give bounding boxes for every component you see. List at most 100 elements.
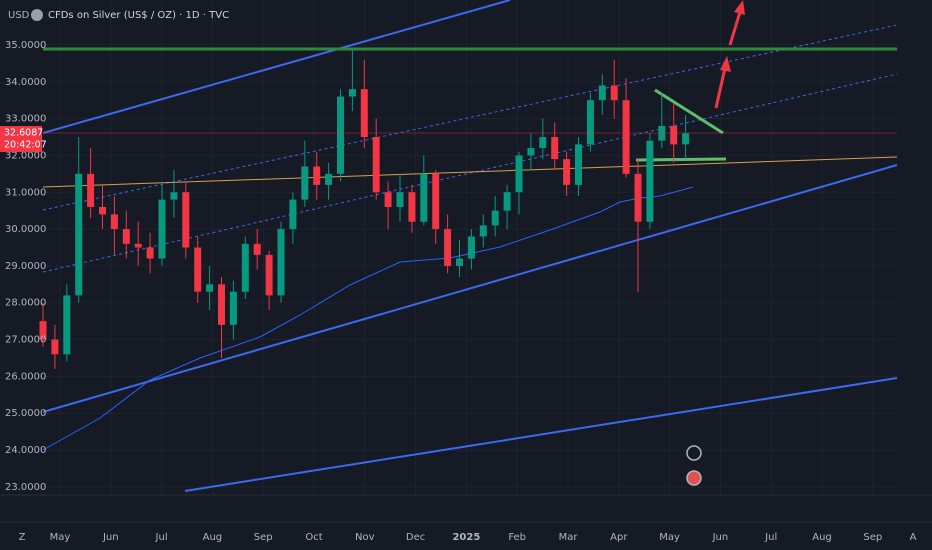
candle-body <box>229 291 237 325</box>
candle-body <box>122 229 130 244</box>
candle-body <box>325 173 333 185</box>
x-tick-label: Aug <box>812 532 832 543</box>
x-tick-label: Oct <box>305 532 322 543</box>
countdown: 20:42:07 <box>4 140 47 151</box>
arrow-head <box>734 0 745 15</box>
candle-body <box>206 284 214 292</box>
x-tick-label: Nov <box>355 532 375 543</box>
last-price-label: 32.6087 <box>4 128 43 139</box>
candle-body <box>218 284 225 325</box>
candle-body <box>586 100 594 145</box>
y-tick-label: 33.0000 <box>5 114 46 125</box>
channel-lower <box>42 164 898 413</box>
y-tick-label: 24.0000 <box>5 445 46 456</box>
candle-body <box>408 192 416 222</box>
candle-body <box>63 295 71 355</box>
candle-body <box>479 225 487 237</box>
event-icon[interactable] <box>686 445 702 461</box>
candle-body <box>348 89 356 97</box>
control[interactable]: A <box>910 532 917 543</box>
candle-body <box>158 199 166 259</box>
grid <box>43 0 897 495</box>
candle-body <box>467 236 475 259</box>
candle-body <box>658 125 666 141</box>
moving-average <box>42 186 694 451</box>
channel-upper <box>42 0 511 134</box>
candle-body <box>670 125 678 145</box>
candle-body <box>75 173 83 296</box>
candles <box>39 48 690 370</box>
x-tick-label: May <box>50 532 71 543</box>
candle-body <box>39 321 47 340</box>
candle-body <box>194 247 202 292</box>
last-price-box <box>0 126 42 153</box>
y-tick-label: 30.0000 <box>5 224 46 235</box>
candle-body <box>241 243 249 292</box>
x-tick-label: Jun <box>102 532 119 543</box>
x-tick-label: Sep <box>254 532 273 543</box>
candle-body <box>265 254 273 296</box>
candle-body <box>99 206 106 215</box>
triangle-top <box>654 88 724 135</box>
candle-body <box>51 339 59 355</box>
candle-body <box>301 166 309 200</box>
candle-body <box>337 96 344 174</box>
candle-body <box>277 229 285 296</box>
candle-body <box>87 173 95 207</box>
x-tick-label: Jul <box>764 532 777 543</box>
flag-icon[interactable] <box>686 470 702 486</box>
candle-body <box>289 199 297 230</box>
y-tick-label: 32.0000 <box>5 150 46 161</box>
candle-body <box>170 192 178 200</box>
chart-title[interactable]: CFDs on Silver (US$ / OZ) · 1D · TVC <box>48 10 229 21</box>
candle-body <box>396 192 404 207</box>
y-tick-label: 35.0000 <box>5 40 46 51</box>
arrow-head <box>720 56 731 72</box>
candle-body <box>503 192 511 211</box>
candle-body <box>420 173 428 222</box>
arrow <box>728 11 742 46</box>
candle-body <box>444 229 452 266</box>
x-tick-label: Jun <box>712 532 729 543</box>
currency: USD <box>8 10 30 21</box>
y-tick-label: 25.0000 <box>5 408 46 419</box>
candle-body <box>253 243 261 255</box>
candle-body <box>146 247 154 259</box>
dashed-trend <box>42 24 898 211</box>
x-tick-label: Jul <box>155 532 168 543</box>
candle-body <box>527 148 535 156</box>
arrow <box>714 67 727 109</box>
candle-body <box>563 159 571 185</box>
candle-body <box>575 144 582 185</box>
candle-body <box>372 137 380 193</box>
y-tick-label: 34.0000 <box>5 77 46 88</box>
control[interactable]: Z <box>19 532 26 543</box>
y-tick-label: 29.0000 <box>5 261 46 272</box>
y-tick-label: 26.0000 <box>5 371 46 382</box>
x-tick-label: Mar <box>559 532 579 543</box>
x-tick-label: Sep <box>863 532 882 543</box>
candle-body <box>384 192 392 207</box>
candle-body <box>598 85 606 101</box>
x-tick-label: May <box>659 532 680 543</box>
candle-body <box>634 173 642 222</box>
y-tick-label: 23.0000 <box>5 482 46 493</box>
candle-body <box>539 137 547 149</box>
candle-body <box>515 155 523 193</box>
candle-body <box>622 100 630 174</box>
candle-body <box>182 192 190 248</box>
candle-body <box>110 214 118 230</box>
x-tick-label: Feb <box>508 532 526 543</box>
x-tick-label: 2025 <box>452 532 480 543</box>
channel-bottom <box>184 377 898 492</box>
y-tick-label: 28.0000 <box>5 298 46 309</box>
candle-body <box>313 166 321 185</box>
candle-body <box>432 173 440 230</box>
candle-body <box>134 243 142 248</box>
y-tick-label: 31.0000 <box>5 187 46 198</box>
candle-body <box>491 210 499 226</box>
candle-body <box>646 140 654 222</box>
candle-body <box>610 85 618 101</box>
candle-body <box>551 137 559 160</box>
